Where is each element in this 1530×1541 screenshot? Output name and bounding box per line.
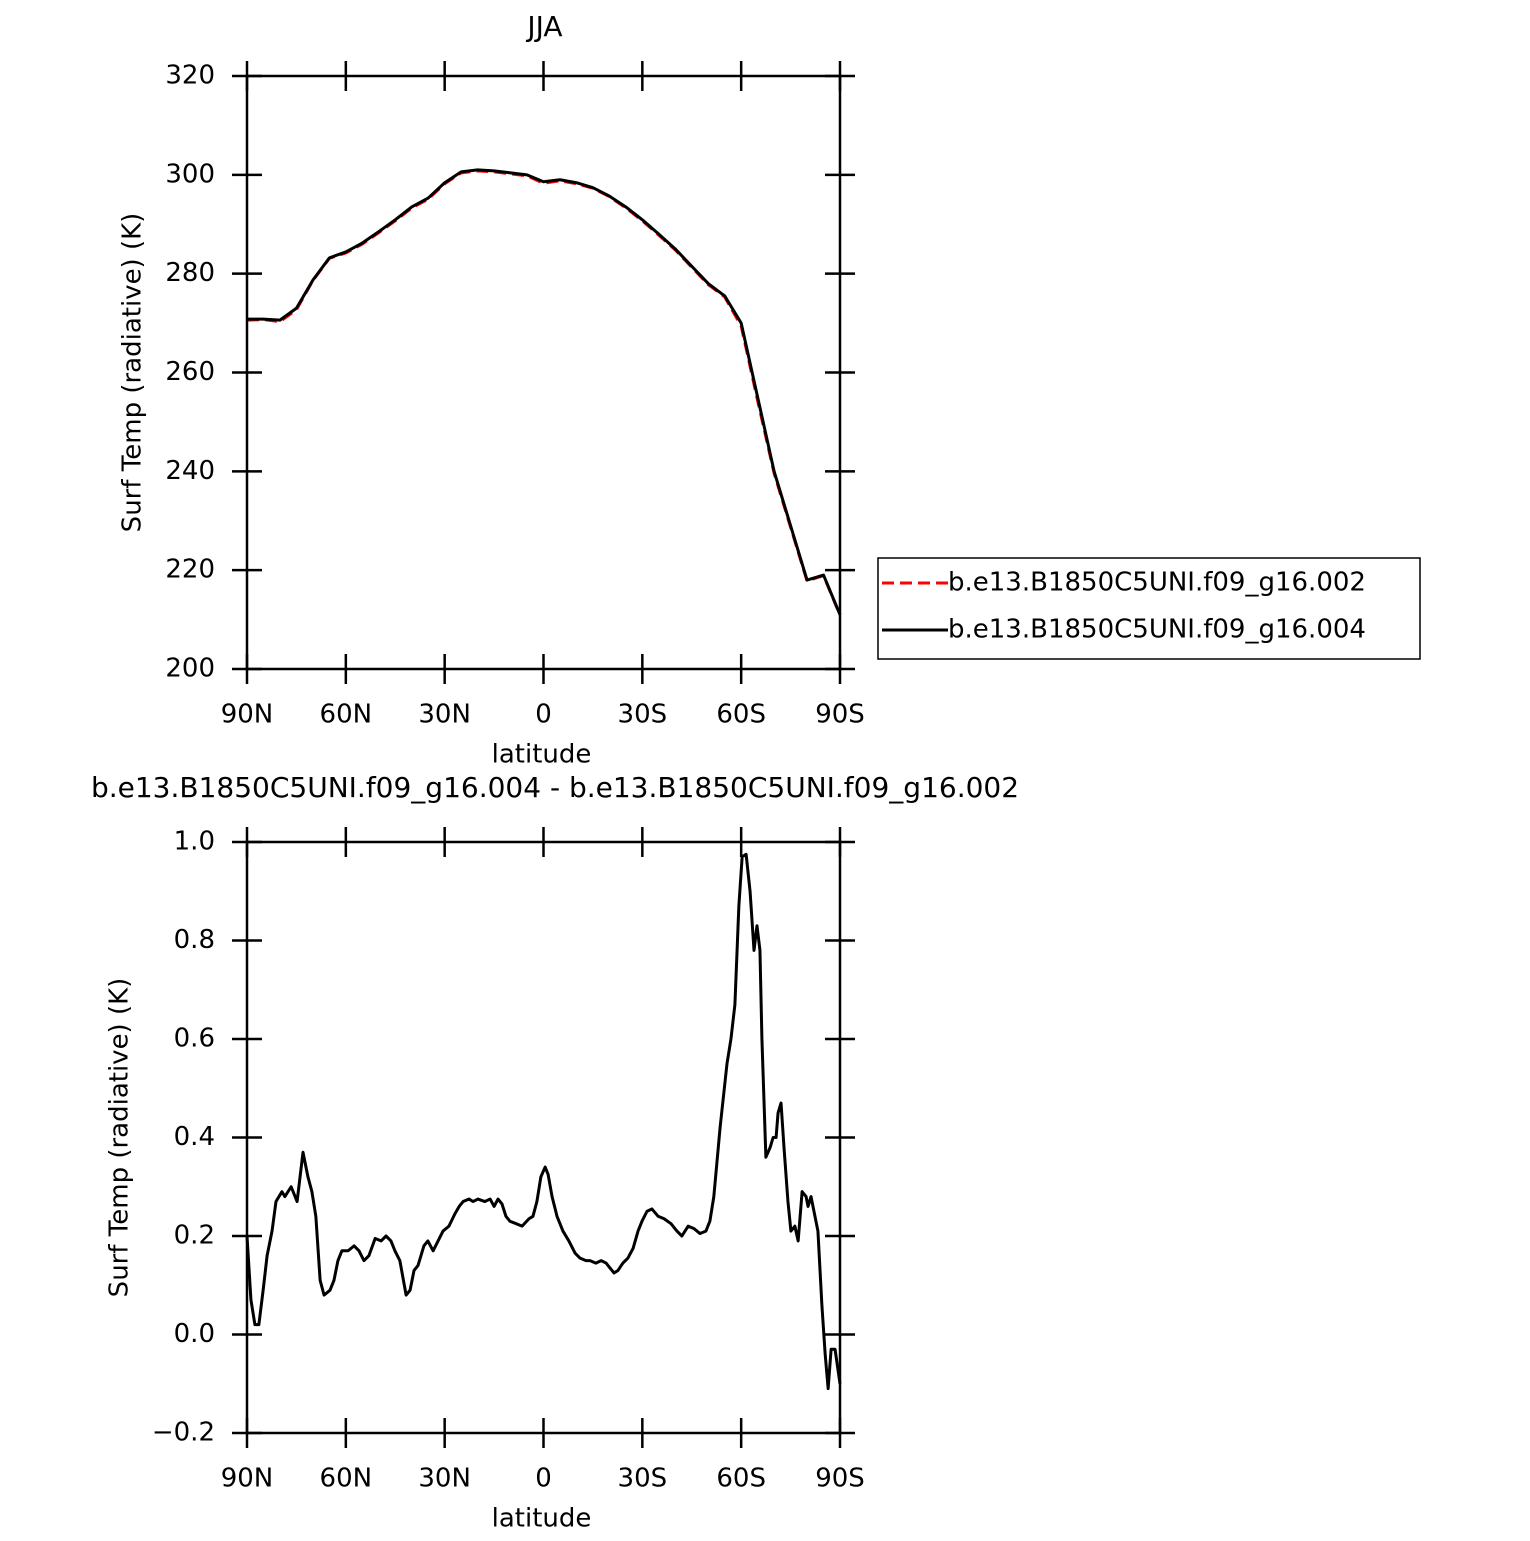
x-axis-label: latitude bbox=[492, 1504, 592, 1534]
x-tick-label: 30S bbox=[618, 1464, 668, 1494]
y-tick-label: 1.0 bbox=[174, 827, 215, 857]
y-tick-label: 280 bbox=[165, 258, 215, 288]
y-tick-label: 0.6 bbox=[174, 1024, 215, 1054]
legend-label: b.e13.B1850C5UNI.f09_g16.004 bbox=[948, 615, 1366, 645]
x-tick-label: 90S bbox=[815, 1464, 865, 1494]
y-tick-label: 0.2 bbox=[174, 1221, 215, 1251]
x-tick-label: 60N bbox=[320, 1464, 373, 1494]
x-tick-label: 30N bbox=[418, 1464, 471, 1494]
y-tick-label: 260 bbox=[165, 357, 215, 387]
chart-title: b.e13.B1850C5UNI.f09_g16.004 - b.e13.B18… bbox=[91, 771, 1019, 804]
x-tick-label: 0 bbox=[535, 700, 552, 730]
x-tick-label: 0 bbox=[535, 1464, 552, 1494]
x-tick-label: 60S bbox=[716, 700, 766, 730]
y-tick-label: 0.4 bbox=[174, 1122, 215, 1152]
y-tick-label: 0.0 bbox=[174, 1319, 215, 1349]
data-line bbox=[245, 852, 842, 1391]
x-tick-label: 60S bbox=[716, 1464, 766, 1494]
y-axis-label: Surf Temp (radiative) (K) bbox=[118, 213, 148, 533]
x-tick-label: 30S bbox=[618, 700, 668, 730]
y-axis-label: Surf Temp (radiative) (K) bbox=[105, 978, 135, 1298]
y-tick-label: 300 bbox=[165, 159, 215, 189]
chart-title: JJA bbox=[525, 10, 562, 43]
x-tick-label: 60N bbox=[320, 700, 373, 730]
y-tick-label: 220 bbox=[165, 555, 215, 585]
x-tick-label: 90N bbox=[221, 1464, 274, 1494]
plot-frame bbox=[245, 840, 842, 1435]
data-line bbox=[247, 168, 842, 616]
x-tick-label: 30N bbox=[418, 700, 471, 730]
x-tick-label: 90N bbox=[221, 700, 274, 730]
data-line bbox=[246, 169, 842, 616]
y-tick-label: −0.2 bbox=[152, 1418, 215, 1448]
x-tick-label: 90S bbox=[815, 700, 865, 730]
y-tick-label: 0.8 bbox=[174, 925, 215, 955]
y-tick-label: 320 bbox=[165, 61, 215, 91]
y-tick-label: 240 bbox=[165, 456, 215, 486]
legend-box bbox=[877, 557, 1421, 660]
plot-frame bbox=[245, 74, 842, 671]
legend-label: b.e13.B1850C5UNI.f09_g16.002 bbox=[948, 568, 1366, 598]
y-tick-label: 200 bbox=[165, 654, 215, 684]
x-axis-label: latitude bbox=[492, 740, 592, 770]
